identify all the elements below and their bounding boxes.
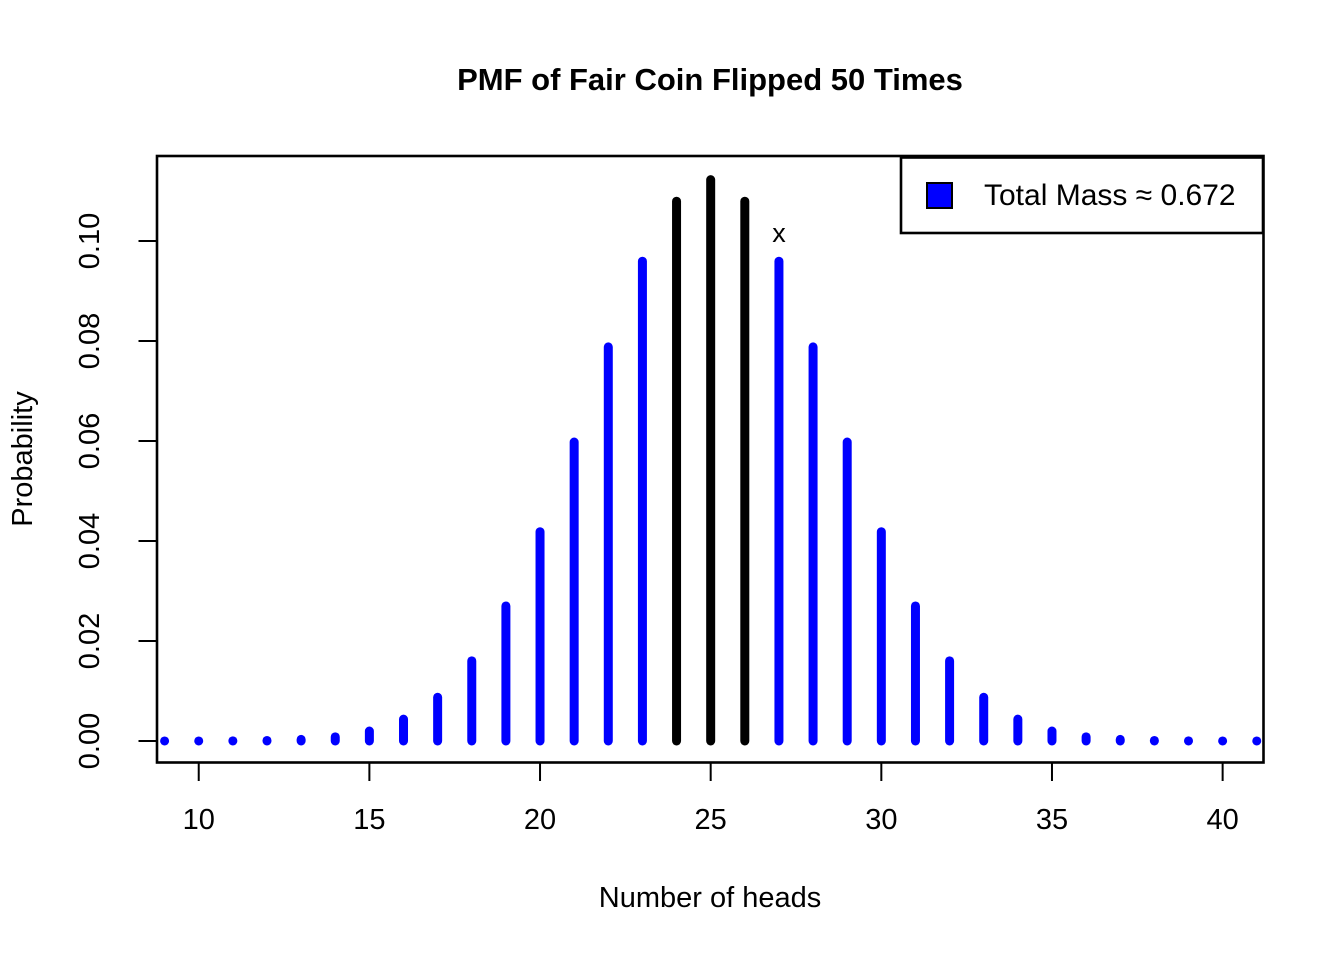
y-tick-label: 0.00 (74, 713, 106, 769)
x-axis-title: Number of heads (599, 882, 821, 914)
legend-box (899, 156, 1265, 235)
legend-swatch-icon (926, 182, 953, 209)
x-tick-label: 25 (695, 804, 727, 836)
x-tick-label: 15 (353, 804, 385, 836)
y-axis-title: Probability (7, 391, 39, 527)
legend-label: Total Mass ≈ 0.672 (984, 179, 1236, 212)
x-tick-label: 10 (183, 804, 215, 836)
y-tick-label: 0.02 (74, 613, 106, 669)
y-tick-label: 0.04 (74, 513, 106, 569)
x-tick-label: 35 (1036, 804, 1068, 836)
x-tick-label: 30 (865, 804, 897, 836)
chart-title: PMF of Fair Coin Flipped 50 Times (457, 62, 963, 97)
y-tick-label: 0.06 (74, 413, 106, 469)
y-tick-label: 0.10 (74, 213, 106, 269)
y-tick-label: 0.08 (74, 313, 106, 369)
bar-annotation: x (772, 218, 786, 248)
legend: Total Mass ≈ 0.672 (899, 156, 1265, 235)
x-tick-label: 20 (524, 804, 556, 836)
x-tick-label: 40 (1206, 804, 1238, 836)
plot-area: 10 15 20 25 30 35 40 0.00 0.02 0.04 0.06 0.08 0.10 x (74, 154, 1265, 836)
